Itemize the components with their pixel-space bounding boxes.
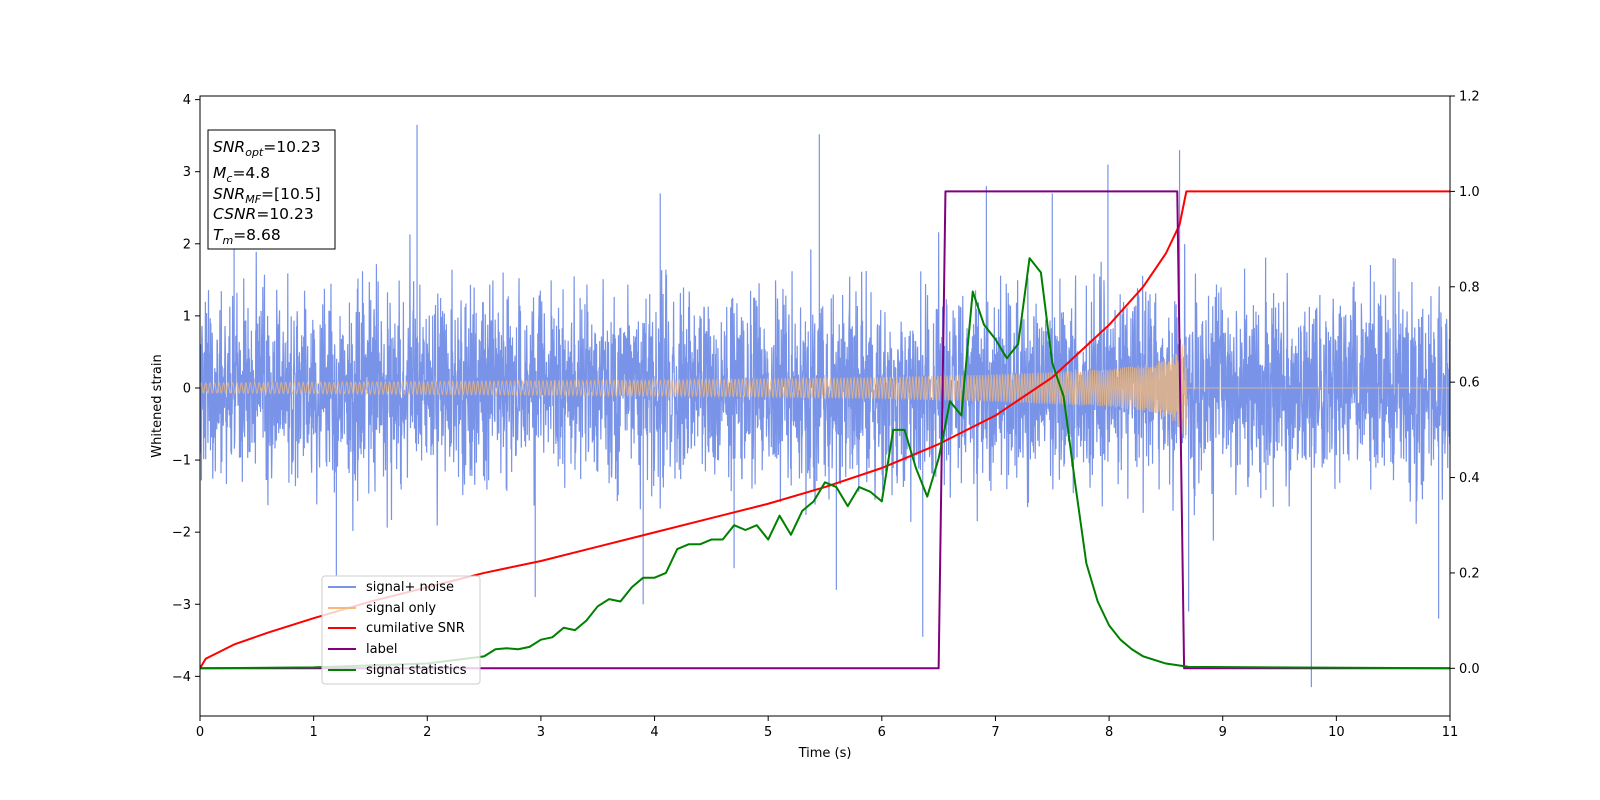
y2-tick-label: 0.4 — [1459, 471, 1480, 486]
y2-tick-label: 1.2 — [1459, 90, 1480, 105]
legend-label-signal-only: signal only — [366, 601, 436, 616]
y2-tick-label: 0.6 — [1459, 376, 1480, 391]
legend-label-cumulative-snr: cumilative SNR — [366, 621, 465, 636]
y-tick-label: 0 — [183, 381, 191, 396]
x-tick-label: 9 — [1219, 725, 1227, 740]
x-tick-label: 8 — [1105, 725, 1113, 740]
y-tick-label: 4 — [183, 93, 191, 108]
info-mc: Mc=4.8 — [213, 164, 270, 185]
y2-tick-label: 0.0 — [1459, 662, 1480, 677]
x-tick-label: 2 — [423, 725, 431, 740]
x-tick-label: 7 — [991, 725, 999, 740]
x-tick-label: 1 — [309, 725, 317, 740]
x-tick-label: 6 — [878, 725, 886, 740]
y2-tick-label: 1.0 — [1459, 185, 1480, 200]
legend: signal+ noise signal only cumilative SNR… — [321, 575, 481, 685]
x-axis-label: Time (s) — [798, 746, 852, 761]
legend-label-signal-statistics: signal statistics — [366, 663, 467, 678]
y2-tick-label: 0.2 — [1459, 566, 1480, 581]
x-tick-label: 11 — [1442, 725, 1459, 740]
x-tick-label: 4 — [650, 725, 658, 740]
y-tick-label: 3 — [183, 165, 191, 180]
y-tick-label: −2 — [172, 526, 191, 541]
info-box: SNRopt=10.23 Mc=4.8 SNRMF=[10.5] CSNR=10… — [207, 129, 336, 250]
info-snr-opt: SNRopt=10.23 — [213, 138, 321, 159]
series-signal-only-line — [200, 344, 1450, 439]
y-tick-label: 1 — [183, 309, 191, 324]
legend-label-label: label — [366, 642, 397, 657]
x-tick-label: 3 — [537, 725, 545, 740]
y-tick-label: −1 — [172, 454, 191, 469]
series-signal-statistics-line — [200, 257, 1450, 670]
info-snr-mf: SNRMF=[10.5] — [213, 185, 321, 206]
legend-label-signal-noise: signal+ noise — [366, 580, 454, 595]
y-axis-label: Whitened strain — [150, 354, 165, 457]
x-tick-label: 5 — [764, 725, 772, 740]
x-tick-label: 0 — [196, 725, 204, 740]
y-tick-label: 2 — [183, 237, 191, 252]
y2-tick-label: 0.8 — [1459, 280, 1480, 295]
info-tm: Tm=8.68 — [213, 226, 281, 247]
plot-frame — [199, 95, 1451, 717]
info-csnr: CSNR=10.23 — [213, 205, 314, 223]
y-tick-label: −3 — [172, 598, 191, 613]
x-tick-label: 10 — [1328, 725, 1345, 740]
y-tick-label: −4 — [172, 670, 191, 685]
series-label-line — [200, 190, 1450, 670]
